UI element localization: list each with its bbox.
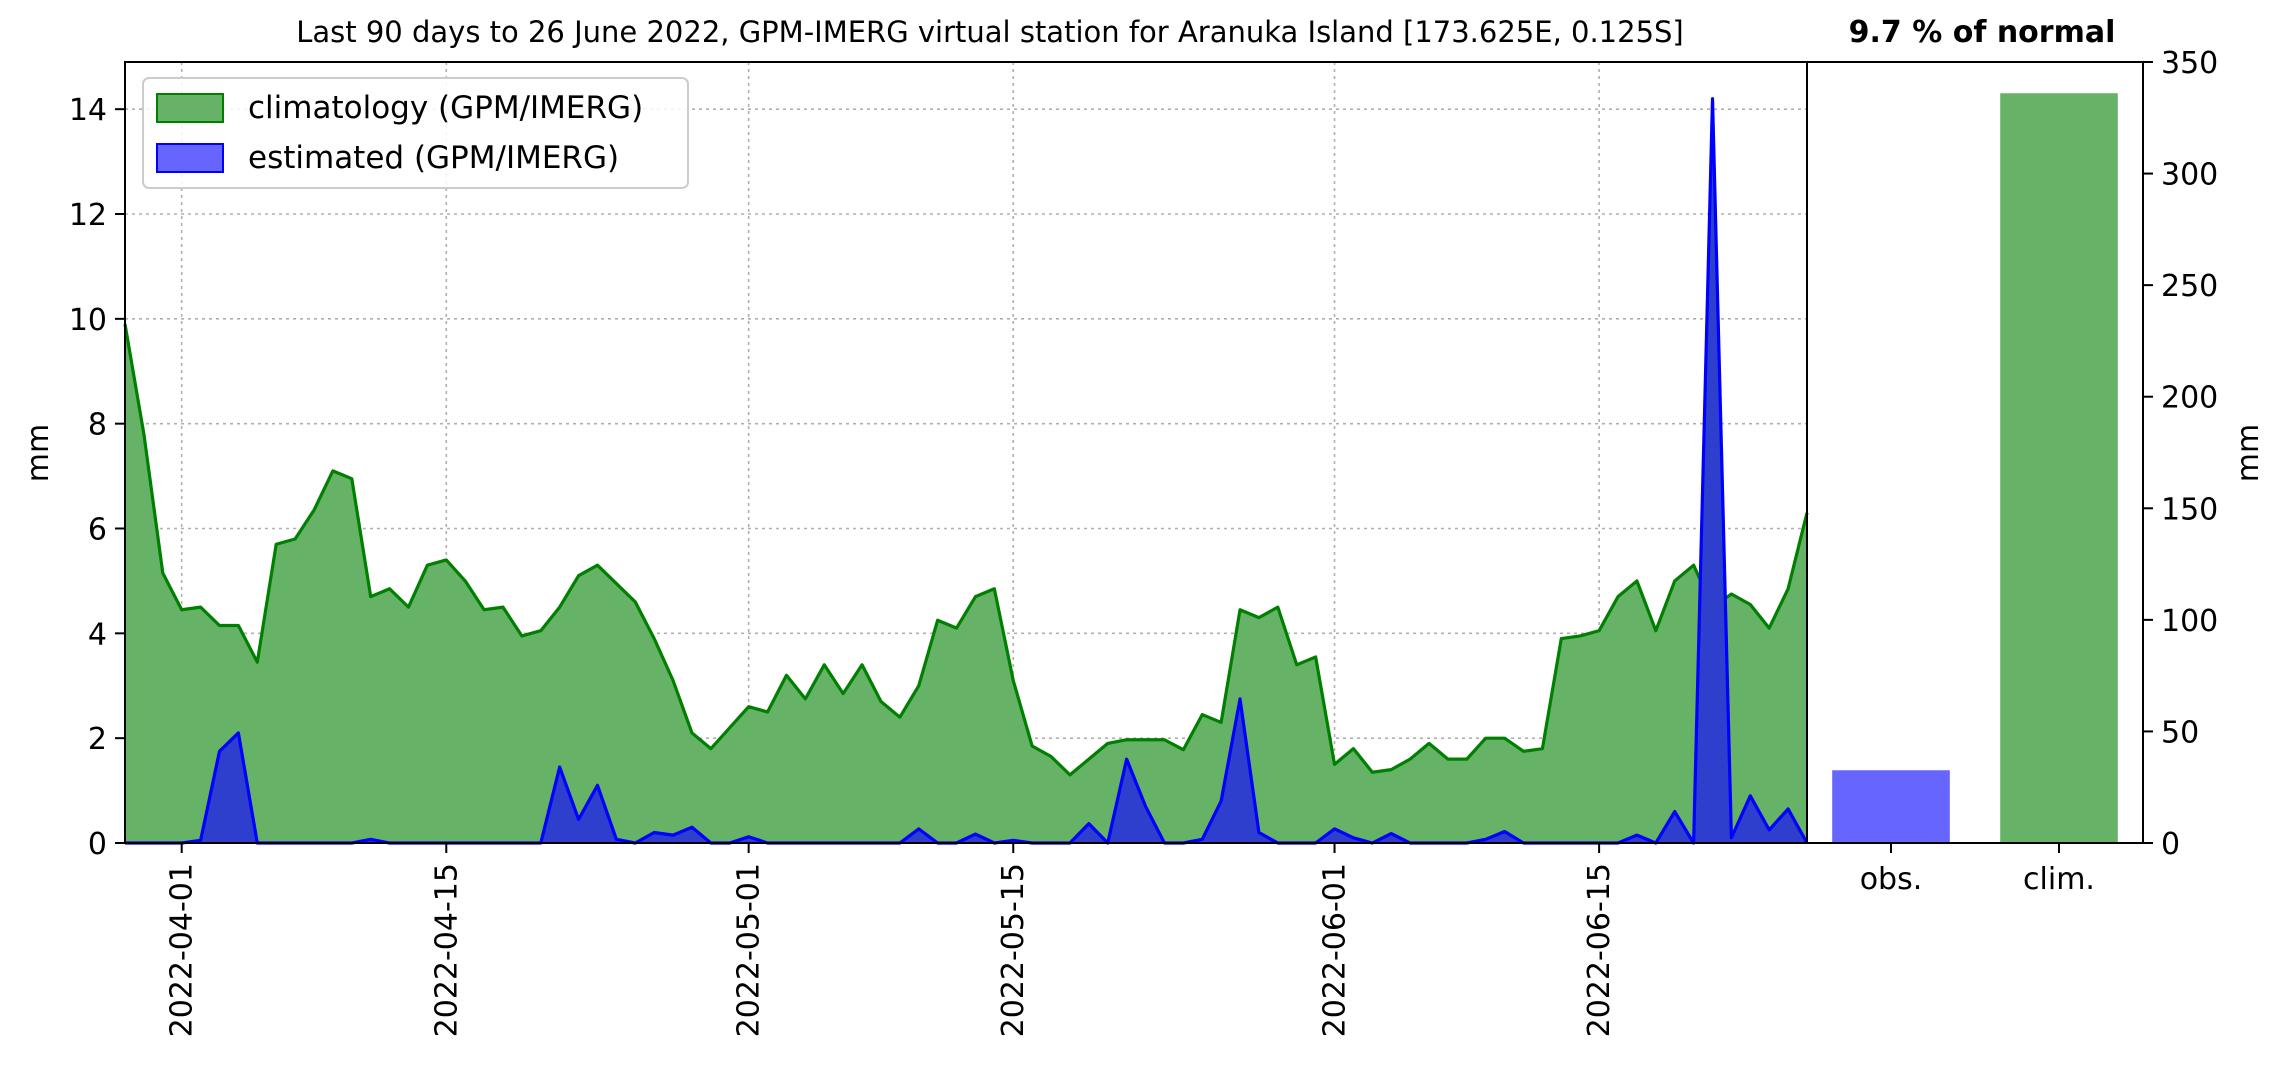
side-y-tick-label: 0 [2161, 827, 2180, 862]
climatology-area [123, 323, 1809, 844]
main-y-axis: 0 2 4 6 8 10 12 14 [69, 93, 125, 862]
legend: climatology (GPM/IMERG) estimated (GPM/I… [142, 77, 689, 189]
main-y-tick-label: 2 [88, 722, 107, 757]
climatology-fill [125, 324, 1807, 844]
total-comparison-panel: 9.7 % of normal 0 50 100 150 200 250 300 350 ob… [1806, 15, 2266, 897]
bar-obs [1832, 770, 1950, 843]
main-y-tick-label: 0 [88, 827, 107, 862]
daily-rainfall-panel: Last 90 days to 26 June 2022, GPM-IMERG … [21, 15, 1809, 1037]
main-x-tick-label: 2022-06-15 [1582, 863, 1617, 1037]
side-y-tick-label: 50 [2161, 715, 2199, 750]
legend-swatch-climatology [156, 93, 224, 123]
side-x-tick-label: obs. [1860, 862, 1923, 897]
side-plot-frame [1806, 61, 2144, 844]
main-y-tick-label: 10 [69, 303, 107, 338]
side-y-tick-label: 350 [2161, 46, 2218, 81]
side-y-tick-label: 200 [2161, 381, 2218, 416]
main-y-tick-label: 6 [88, 513, 107, 548]
main-y-tick-label: 4 [88, 617, 107, 652]
side-y-tick-label: 300 [2161, 158, 2218, 193]
side-y-tick-label: 100 [2161, 604, 2218, 639]
main-x-tick-label: 2022-04-15 [429, 863, 464, 1037]
main-x-tick-label: 2022-05-01 [732, 863, 767, 1037]
legend-box [142, 77, 689, 189]
side-x-tick-label: clim. [2023, 862, 2095, 897]
side-y-axis-label: mm [2231, 424, 2266, 482]
main-x-tick-label: 2022-06-01 [1318, 863, 1353, 1037]
legend-item-estimated: estimated (GPM/IMERG) [156, 140, 619, 176]
climatology-line [123, 323, 1809, 777]
bar-clim [2000, 93, 2118, 844]
main-x-tick-label: 2022-05-15 [996, 863, 1031, 1037]
legend-swatch-estimated [156, 143, 224, 173]
side-y-axis: 0 50 100 150 200 250 300 350 [2143, 46, 2218, 862]
total-bars [1832, 93, 2118, 844]
main-chart-title: Last 90 days to 26 June 2022, GPM-IMERG … [296, 15, 1684, 49]
legend-item-climatology: climatology (GPM/IMERG) [156, 90, 643, 126]
legend-label-estimated: estimated (GPM/IMERG) [248, 140, 619, 176]
main-x-tick-label: 2022-04-01 [165, 863, 200, 1037]
main-x-axis: 2022-04-01 2022-04-15 2022-05-01 2022-05-15… [165, 843, 1617, 1037]
main-y-tick-label: 8 [88, 408, 107, 443]
legend-label-climatology: climatology (GPM/IMERG) [248, 90, 643, 126]
main-y-axis-label: mm [21, 424, 56, 482]
side-y-tick-label: 150 [2161, 492, 2218, 527]
main-y-tick-label: 14 [69, 93, 107, 128]
percent-of-normal-title: 9.7 % of normal [1849, 15, 2116, 50]
side-x-axis: obs. clim. [1860, 843, 2095, 897]
main-y-tick-label: 12 [69, 198, 107, 233]
side-y-tick-label: 250 [2161, 269, 2218, 304]
